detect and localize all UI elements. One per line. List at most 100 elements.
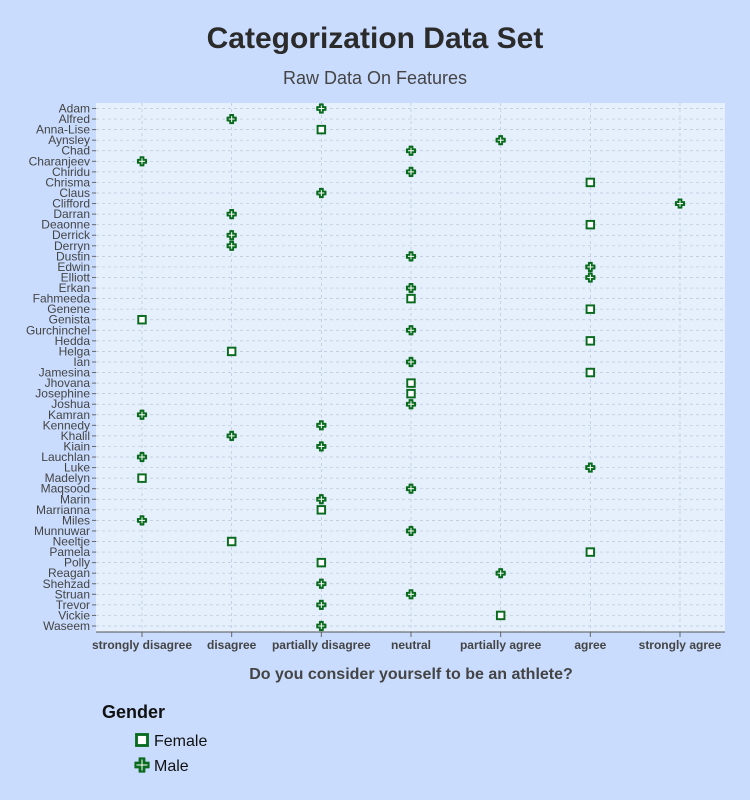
y-tick-label: Struan [55,587,90,601]
y-tick-label: Shehzad [43,577,90,591]
y-tick-label: Joshua [51,397,90,411]
data-point-female [137,314,147,325]
x-tick-label: partially agree [460,638,542,652]
y-tick-label: Claus [59,186,90,200]
y-tick-label: Maqsood [41,482,90,496]
data-point-male [405,399,417,410]
y-tick-label: Lauchlan [41,450,90,464]
y-tick-label: Anna-Lise [36,123,90,137]
y-tick-label: Marin [60,492,90,506]
y-tick-label: Erkan [59,281,90,295]
data-point-male [674,198,686,209]
data-point-male [136,515,148,526]
y-tick-label: Trevor [56,598,90,612]
data-point-female [585,547,596,557]
data-point-female [585,304,596,314]
y-tick-label: Neeltje [53,535,91,549]
y-tick-label: Genista [49,313,91,327]
data-point-female [585,367,596,378]
legend: Gender Female Male [102,702,207,775]
data-point-male [405,282,417,294]
data-point-male [316,599,327,610]
y-tick-label: Edwin [57,260,90,274]
y-tick-label: Munnuwar [34,524,90,538]
legend-item-male: Male [134,757,189,775]
data-point-male [405,483,417,494]
y-tick-label: Madelyn [45,471,90,485]
y-tick-label: Adam [59,102,90,116]
x-tick-label: neutral [391,638,431,652]
data-point-female [406,378,416,388]
y-tick-label: Vickie [58,608,90,622]
data-point-male [316,103,327,114]
legend-marker-cross [134,757,150,773]
data-point-male [495,568,506,579]
x-axis-tick-labels: strongly disagree disagree partially disag… [92,632,722,652]
data-point-female [316,557,327,568]
data-point-male [226,230,237,241]
data-point-female [585,177,596,188]
legend-label: Male [154,758,189,775]
y-tick-label: Gurchinchel [26,323,90,337]
y-tick-label: Genene [47,302,90,316]
series-female [137,124,596,621]
data-point-male [405,166,417,177]
data-point-male [316,578,327,589]
x-tick-label: disagree [207,638,257,652]
legend-title: Gender [102,702,165,722]
y-tick-label: Kiain [63,439,90,453]
data-point-male [316,420,327,431]
y-axis-tick-labels: AdamAlfredAnna-LiseAynsleyChadCharanjeev… [26,102,96,633]
y-tick-label: Luke [64,461,90,475]
data-point-male [226,209,237,220]
legend-label: Female [154,733,207,750]
y-tick-label: Ian [73,355,90,369]
y-tick-label: Jamesina [39,366,91,380]
data-point-male [316,187,327,199]
legend-marker-square [135,733,149,747]
y-tick-label: Chrisma [45,175,90,189]
y-tick-label: Aynsley [48,133,90,147]
data-point-male [405,356,417,368]
x-tick-label: strongly disagree [92,638,192,652]
y-tick-label: Fahmeeda [33,292,91,306]
data-points [136,103,686,632]
y-tick-label: Clifford [52,197,90,211]
data-point-male [405,325,417,336]
data-point-male [405,525,417,537]
data-point-male [405,251,417,262]
y-tick-label: Charanjeev [29,154,90,168]
y-tick-label: Chiridu [52,165,90,179]
data-point-male [495,135,506,146]
data-point-male [585,261,596,273]
y-tick-label: Waseem [43,619,90,633]
legend-item-female: Female [135,733,207,750]
data-point-male [405,145,417,156]
y-tick-label: Dustin [56,249,90,263]
y-tick-label: Jhovana [45,376,91,390]
x-axis-label: Do you consider yourself to be an athlet… [249,666,573,683]
y-tick-label: Khalil [61,429,90,443]
y-tick-label: Darran [53,207,90,221]
data-point-female [316,124,327,135]
y-tick-label: Reagan [48,566,90,580]
data-point-female [585,219,596,230]
y-tick-label: Derryn [54,239,90,253]
y-tick-label: Polly [64,556,90,570]
data-point-male [316,494,327,505]
y-tick-label: Elliott [61,270,91,284]
x-tick-label: agree [574,638,606,652]
plot-area [96,103,725,632]
data-point-female [137,473,147,483]
data-point-male [226,240,237,251]
y-tick-label: Chad [61,144,90,158]
x-tick-label: partially disagree [272,638,371,652]
data-point-male [316,620,327,632]
y-tick-label: Deaonne [41,218,90,232]
data-point-female [226,346,237,357]
data-point-male [136,156,148,167]
data-point-male [316,441,327,452]
y-tick-label: Kennedy [43,418,90,432]
data-point-female [585,336,596,346]
data-point-male [405,589,417,600]
